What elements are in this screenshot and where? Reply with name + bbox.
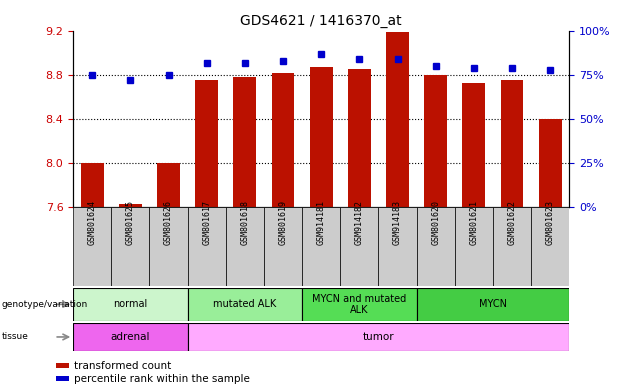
Bar	[531, 207, 569, 286]
Bar	[73, 207, 111, 286]
Bar	[195, 80, 218, 207]
Text: MYCN: MYCN	[479, 299, 507, 310]
Bar	[417, 288, 569, 321]
Bar	[501, 80, 523, 207]
Bar	[226, 207, 264, 286]
Text: GSM801626: GSM801626	[164, 200, 173, 245]
Bar	[340, 207, 378, 286]
Bar	[386, 32, 409, 207]
Text: GSM801624: GSM801624	[88, 200, 97, 245]
Bar	[417, 207, 455, 286]
Bar	[111, 207, 149, 286]
Bar	[119, 204, 142, 207]
Bar	[188, 288, 302, 321]
Text: genotype/variation: genotype/variation	[1, 300, 88, 309]
Text: GSM801623: GSM801623	[546, 200, 555, 245]
Bar	[264, 207, 302, 286]
Bar	[302, 288, 417, 321]
Text: GSM914182: GSM914182	[355, 200, 364, 245]
Text: mutated ALK: mutated ALK	[213, 299, 277, 310]
Bar	[57, 363, 69, 368]
Bar	[81, 163, 104, 207]
Bar	[348, 70, 371, 207]
Bar	[310, 67, 333, 207]
Bar	[73, 323, 188, 351]
Text: GSM801618: GSM801618	[240, 200, 249, 245]
Text: GSM801619: GSM801619	[279, 200, 287, 245]
Bar	[455, 207, 493, 286]
Bar	[539, 119, 562, 207]
Text: transformed count: transformed count	[74, 361, 172, 371]
Text: tumor: tumor	[363, 332, 394, 342]
Bar	[149, 207, 188, 286]
Text: GSM801622: GSM801622	[508, 200, 516, 245]
Bar	[378, 207, 417, 286]
Bar	[302, 207, 340, 286]
Bar	[57, 376, 69, 381]
Bar	[188, 207, 226, 286]
Text: tissue: tissue	[1, 333, 28, 341]
Text: adrenal: adrenal	[111, 332, 150, 342]
Bar	[424, 75, 447, 207]
Text: GSM801625: GSM801625	[126, 200, 135, 245]
Title: GDS4621 / 1416370_at: GDS4621 / 1416370_at	[240, 14, 402, 28]
Text: GSM801617: GSM801617	[202, 200, 211, 245]
Bar	[272, 73, 294, 207]
Text: MYCN and mutated
ALK: MYCN and mutated ALK	[312, 293, 406, 315]
Text: normal: normal	[113, 299, 148, 310]
Text: percentile rank within the sample: percentile rank within the sample	[74, 374, 250, 384]
Bar	[233, 77, 256, 207]
Bar	[73, 288, 188, 321]
Text: GSM801621: GSM801621	[469, 200, 478, 245]
Text: GSM914183: GSM914183	[393, 200, 402, 245]
Bar	[493, 207, 531, 286]
Bar	[462, 83, 485, 207]
Text: GSM801620: GSM801620	[431, 200, 440, 245]
Text: GSM914181: GSM914181	[317, 200, 326, 245]
Bar	[157, 163, 180, 207]
Bar	[188, 323, 569, 351]
